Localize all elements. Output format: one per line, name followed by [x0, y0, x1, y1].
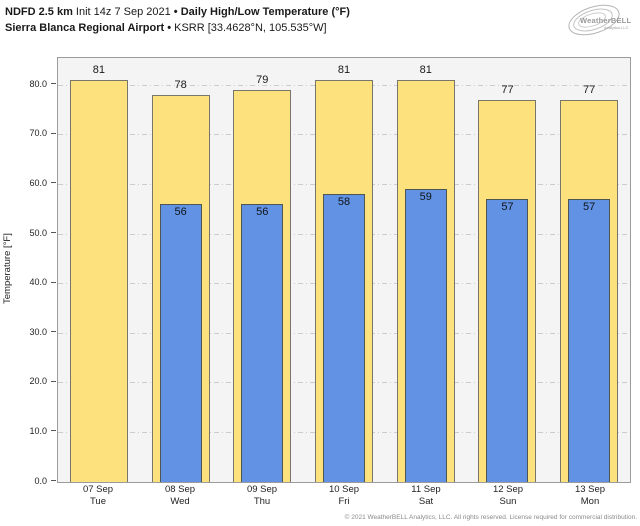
y-tick-label: 50.0 [29, 227, 47, 238]
y-tick-mark [51, 430, 56, 432]
x-tick-label: 10 Sep Fri [303, 484, 385, 508]
separator-dot: • [173, 6, 178, 18]
y-tick-label: 80.0 [29, 78, 47, 89]
y-tick-label: 70.0 [29, 128, 47, 139]
y-tick-label: 0.0 [34, 475, 47, 486]
high-value-label: 81 [92, 64, 105, 77]
copyright-text: © 2021 WeatherBELL Analytics, LLC. All r… [344, 514, 637, 521]
high-value-label: 77 [501, 84, 514, 97]
low-value-label: 58 [337, 196, 351, 209]
y-tick-mark [51, 480, 56, 481]
x-tick-date: 10 Sep [328, 484, 360, 495]
low-bar: 56 [159, 204, 202, 482]
low-bar: 58 [323, 194, 366, 482]
product-title: Daily High/Low Temperature (°F) [180, 6, 350, 18]
bar-group: 77 57 [467, 58, 549, 482]
plot-area: 81 78 56 79 56 81 58 81 59 77 57 77 57 [57, 57, 631, 483]
y-tick-mark [51, 83, 56, 85]
x-tick-day: Wed [170, 496, 190, 507]
x-tick-date: 08 Sep [164, 484, 196, 495]
x-tick-label: 08 Sep Wed [139, 484, 221, 508]
x-tick-day: Fri [338, 496, 350, 507]
logo-brand-text: WeatherBELL [580, 16, 631, 25]
low-value-label: 57 [583, 201, 596, 214]
x-tick-date: 11 Sep [411, 484, 441, 495]
y-tick-label: 10.0 [29, 425, 47, 436]
logo-sub-text: Analytics LLC [604, 25, 629, 30]
bar-group: 79 56 [221, 58, 303, 482]
bar-group: 81 58 [303, 58, 385, 482]
low-bar: 59 [404, 189, 447, 482]
high-value-label: 81 [419, 64, 432, 77]
x-tick-label: 11 Sep Sat [385, 484, 467, 508]
y-tick-label: 60.0 [29, 177, 47, 188]
y-tick-mark [51, 281, 56, 283]
x-tick-date: 09 Sep [246, 484, 278, 495]
high-value-label: 79 [256, 74, 269, 87]
bars-container: 81 78 56 79 56 81 58 81 59 77 57 77 57 [58, 58, 630, 482]
high-value-label: 81 [337, 64, 351, 77]
model-name: NDFD 2.5 km [5, 6, 73, 18]
station-id: KSRR [33.4628°N, 105.535°W] [174, 22, 327, 34]
low-value-label: 57 [501, 201, 514, 214]
y-tick-mark [51, 331, 56, 333]
low-value-label: 56 [174, 206, 187, 219]
y-tick-mark [51, 182, 56, 184]
x-tick-day: Thu [253, 496, 271, 507]
x-tick-date: 12 Sep [492, 484, 524, 495]
x-axis-labels: 07 Sep Tue 08 Sep Wed 09 Sep Thu 10 Sep Fri 11 S… [57, 484, 631, 508]
y-tick-label: 40.0 [29, 277, 47, 288]
y-tick-mark [51, 232, 56, 234]
low-value-label: 59 [419, 191, 432, 204]
chart-header: NDFD 2.5 km Init 14z 7 Sep 2021 • Daily … [5, 4, 350, 36]
y-tick-label: 30.0 [29, 326, 47, 337]
bar-group: 81 59 [385, 58, 467, 482]
x-tick-day: Tue [89, 496, 107, 507]
x-tick-date: 13 Sep [574, 484, 606, 495]
x-tick-label: 13 Sep Mon [549, 484, 631, 508]
weatherbell-logo: WeatherBELL Analytics LLC [564, 2, 636, 38]
title-line-1: NDFD 2.5 km Init 14z 7 Sep 2021 • Daily … [5, 4, 350, 20]
high-bar [69, 80, 128, 482]
high-value-label: 77 [583, 84, 596, 97]
y-tick-mark [51, 132, 56, 134]
x-tick-label: 09 Sep Thu [221, 484, 303, 508]
x-tick-label: 07 Sep Tue [57, 484, 139, 508]
weatherbell-swirl-icon: WeatherBELL Analytics LLC [568, 4, 631, 36]
x-tick-day: Sat [418, 496, 434, 507]
x-tick-label: 12 Sep Sun [467, 484, 549, 508]
station-name: Sierra Blanca Regional Airport [5, 22, 165, 34]
y-axis: 0.0 10.0 20.0 30.0 40.0 50.0 60.0 70.0 80.0 [0, 57, 57, 486]
x-tick-day: Sun [499, 496, 517, 507]
y-tick-label: 20.0 [29, 376, 47, 387]
low-value-label: 56 [256, 206, 269, 219]
low-bar: 57 [568, 199, 611, 482]
low-bar: 57 [486, 199, 529, 482]
x-tick-date: 07 Sep [82, 484, 114, 495]
y-tick-mark [51, 380, 56, 382]
init-time: Init 14z 7 Sep 2021 [75, 6, 171, 18]
bar-group: 78 56 [140, 58, 222, 482]
high-value-label: 78 [174, 79, 187, 92]
title-line-2: Sierra Blanca Regional Airport • KSRR [3… [5, 20, 350, 36]
x-tick-day: Mon [580, 496, 600, 507]
bar-group: 81 [58, 58, 140, 482]
separator-dot: • [167, 22, 172, 34]
bar-group: 77 57 [548, 58, 630, 482]
low-bar: 56 [241, 204, 284, 482]
